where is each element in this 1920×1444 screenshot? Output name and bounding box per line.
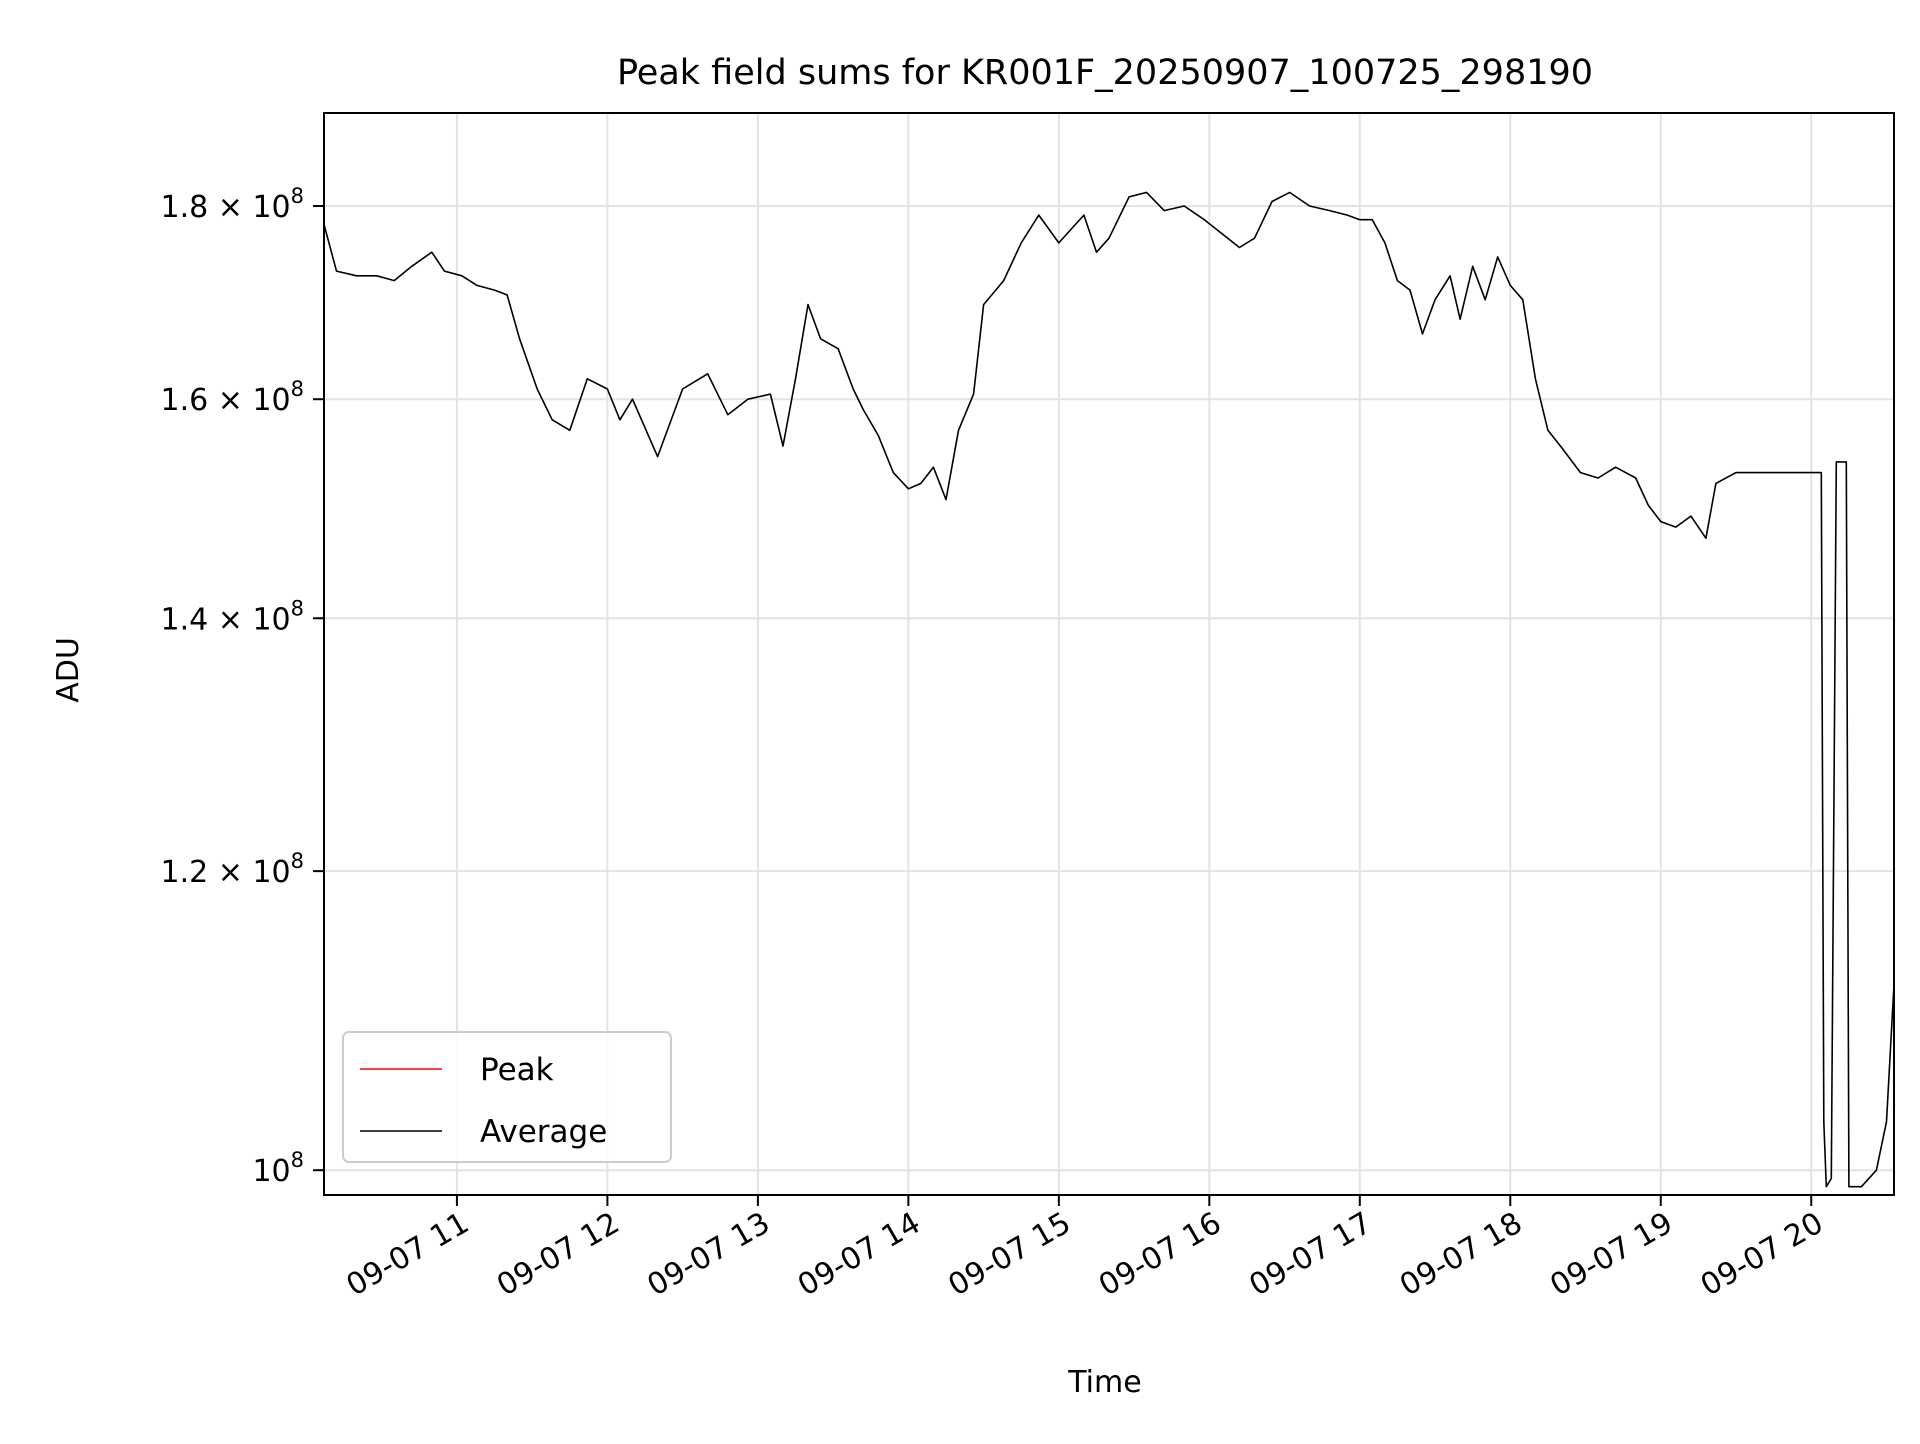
grid	[324, 113, 1894, 1195]
legend-average-label: Average	[480, 1114, 607, 1150]
y-tick-label: 1.8 × 108	[161, 184, 304, 225]
legend: Peak Average	[342, 1031, 672, 1163]
plot-area	[323, 191, 1895, 1188]
chart-title: Peak field sums for KR001F_20250907_1007…	[617, 53, 1593, 93]
y-tick-label: 1.6 × 108	[161, 377, 304, 418]
y-tick-label: 1.2 × 108	[161, 849, 304, 890]
x-axis-label: Time	[1067, 1365, 1141, 1400]
y-tick-label: 1.4 × 108	[161, 596, 304, 637]
legend-peak-label: Peak	[480, 1052, 554, 1088]
series-line-average	[323, 191, 1895, 1188]
axes-frame	[323, 112, 1895, 1196]
y-axis-label: ADU	[51, 637, 86, 703]
legend-box	[342, 1031, 672, 1163]
